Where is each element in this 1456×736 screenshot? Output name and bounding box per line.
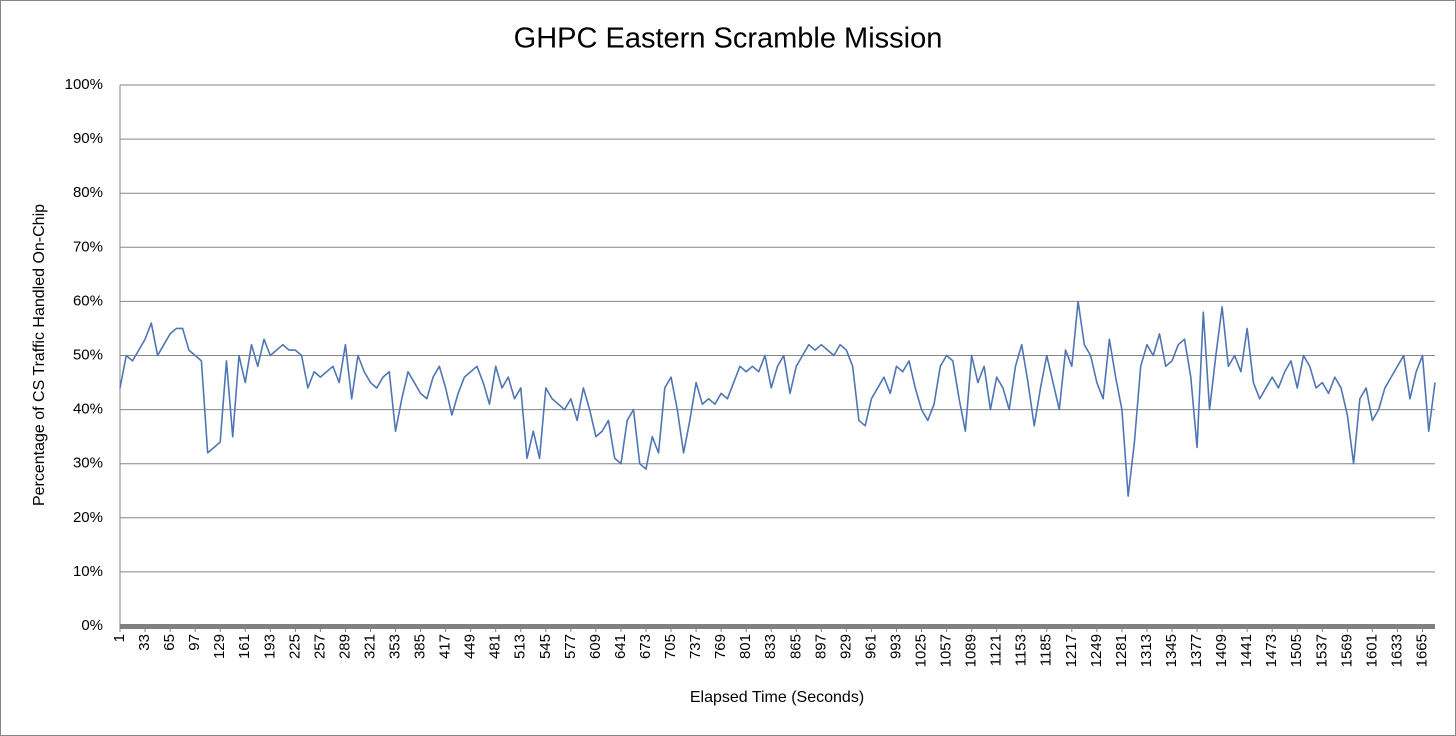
x-tick-label: 1089 [963,634,980,667]
x-axis-title: Elapsed Time (Seconds) [690,689,864,706]
x-tick-label: 897 [812,634,829,659]
x-tick-label: 737 [687,634,704,659]
x-tick-label: 1217 [1063,634,1080,667]
y-tick-label: 100% [65,76,103,93]
y-tick-label: 10% [73,563,103,580]
x-tick-label: 1313 [1138,634,1155,667]
y-tick-label: 30% [73,455,103,472]
y-tick-label: 80% [73,184,103,201]
y-tick-label: 0% [81,617,103,634]
x-tick-label: 289 [336,634,353,659]
x-tick-label: 673 [637,634,654,659]
data-line [119,300,1436,497]
y-axis-title: Percentage of CS Traffic Handled On-Chip [31,204,48,506]
x-tick-label: 257 [311,634,328,659]
x-axis [120,624,1435,629]
x-tick-label: 129 [211,634,228,659]
x-tick-label: 577 [562,634,579,659]
x-tick-label: 1057 [938,634,955,667]
x-tick-label: 65 [161,634,178,651]
x-tick-label: 1377 [1188,634,1205,667]
y-tick-label: 90% [73,130,103,147]
x-tick-label: 705 [662,634,679,659]
x-tick-label: 1249 [1088,634,1105,667]
chart-title: GHPC Eastern Scramble Mission [514,23,943,55]
x-tick-label: 1569 [1338,634,1355,667]
x-tick-label: 481 [487,634,504,659]
y-tick-label: 20% [73,509,103,526]
x-tick-label: 1281 [1113,634,1130,667]
x-tick-label: 545 [537,634,554,659]
x-tick-label: 193 [261,634,278,659]
x-tick-label: 1345 [1163,634,1180,667]
x-tick-label: 449 [462,634,479,659]
x-tick-label: 769 [712,634,729,659]
x-tick-label: 865 [787,634,804,659]
x-tick-label: 385 [412,634,429,659]
x-tick-label: 1441 [1238,634,1255,667]
y-tick-label: 40% [73,401,103,418]
x-tick-label: 1025 [912,634,929,667]
x-tick-label: 801 [737,634,754,659]
x-tick-label: 1121 [988,634,1005,666]
x-tick-label: 1601 [1363,634,1380,667]
x-tick-label: 513 [512,634,529,659]
x-tick-label: 1409 [1213,634,1230,667]
x-tick-label: 1473 [1263,634,1280,667]
x-tick-label: 225 [286,634,303,659]
x-tick-label: 961 [862,634,879,659]
x-tick-label: 321 [361,634,378,659]
x-tick-label: 833 [762,634,779,659]
x-tick-label: 1665 [1413,634,1430,667]
x-tick-label: 993 [887,634,904,659]
x-tick-label: 1185 [1038,634,1055,666]
y-tick-label: 60% [73,292,103,309]
x-tick-label: 1153 [1013,634,1030,666]
x-tick-label: 1633 [1388,634,1405,667]
x-tick-label: 417 [437,634,454,659]
y-tick-label: 50% [73,346,103,363]
x-tick-label: 1537 [1313,634,1330,667]
x-tick-label: 1 [111,634,128,642]
y-tick-label: 70% [73,238,103,255]
x-tick-label: 33 [136,634,153,651]
x-tick-label: 161 [236,634,253,659]
x-tick-label: 353 [386,634,403,659]
x-tick-label: 929 [837,634,854,659]
x-tick-label: 97 [186,634,203,651]
x-tick-label: 641 [612,634,629,659]
x-tick-label: 1505 [1288,634,1305,667]
x-tick-label: 609 [587,634,604,659]
